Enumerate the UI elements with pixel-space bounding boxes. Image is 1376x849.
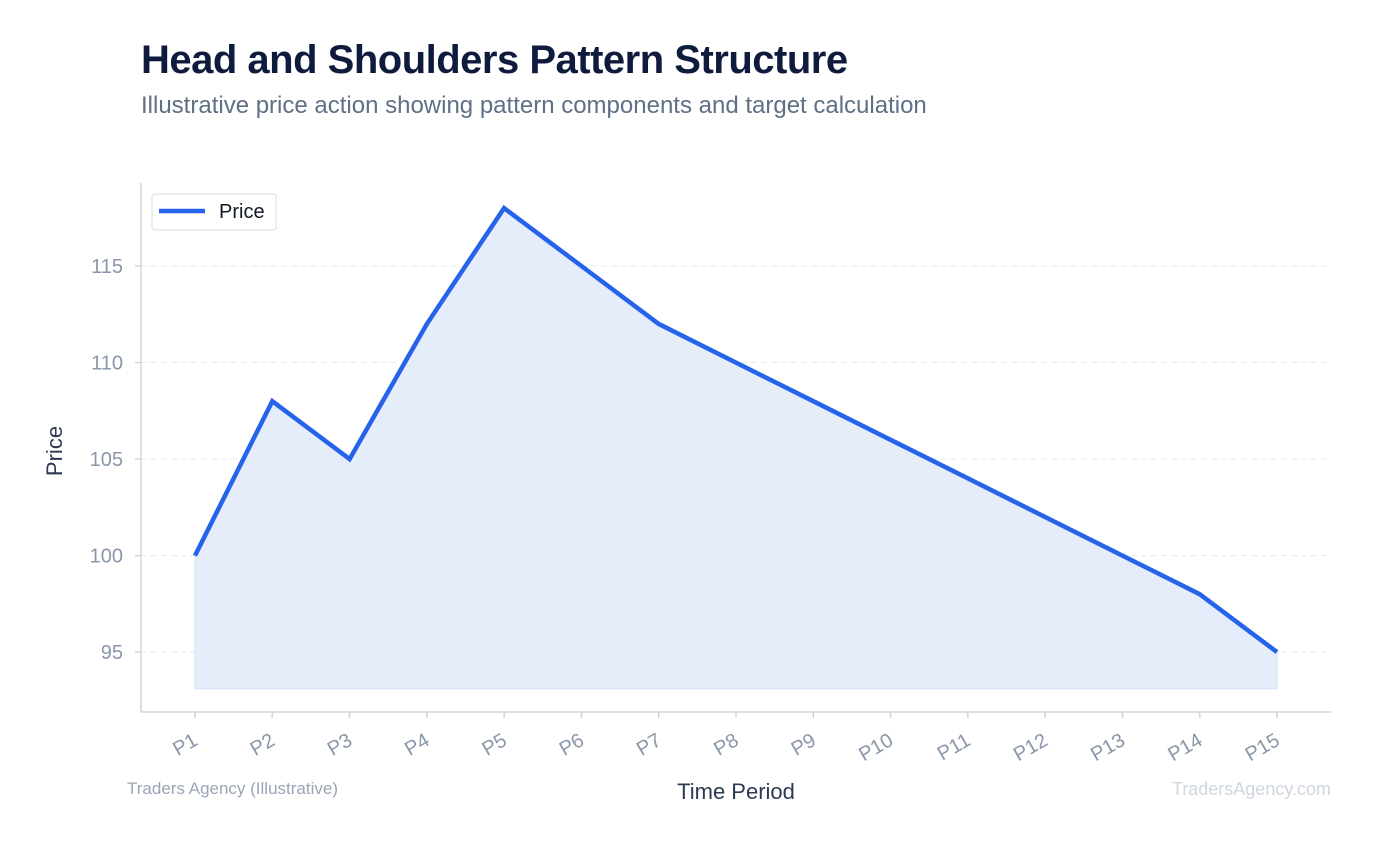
y-tick-label: 100 — [90, 546, 123, 568]
x-tick-label: P2 — [247, 729, 279, 760]
x-tick-label: P15 — [1242, 729, 1284, 766]
x-tick-label: P8 — [710, 729, 742, 760]
x-tick-label: P6 — [556, 729, 588, 760]
y-tick-label: 95 — [101, 642, 123, 664]
legend-label: Price — [219, 201, 265, 223]
legend: Price — [151, 193, 277, 231]
chart-subtitle: Illustrative price action showing patter… — [141, 92, 927, 119]
x-tick-label: P14 — [1164, 729, 1206, 766]
x-tick-label: P11 — [934, 729, 975, 765]
x-axis-title: Time Period — [677, 779, 795, 804]
x-tick-label: P9 — [788, 729, 820, 760]
brand-watermark: TradersAgency.com — [1171, 779, 1331, 799]
y-axis-title: Price — [42, 426, 67, 476]
x-tick-label: P1 — [169, 729, 201, 760]
source-note: Traders Agency (Illustrative) — [127, 779, 338, 798]
y-tick-label: 110 — [91, 353, 123, 375]
y-tick-label: 115 — [91, 256, 123, 278]
x-tick-label: P13 — [1087, 729, 1129, 766]
x-tick-label: P4 — [401, 729, 433, 760]
price-line — [192, 204, 1279, 654]
x-axis-ticks: P1 P2 P3 P4 P5 P6 P7 P8 P9 P10 P11 P12 P13 P14 P15 — [169, 712, 1284, 766]
x-tick-label: P3 — [324, 729, 356, 760]
y-axis-ticks: 95 100 105 110 115 — [90, 256, 141, 664]
x-tick-label: P10 — [855, 729, 897, 766]
x-tick-label: P7 — [633, 729, 665, 760]
legend-box — [151, 193, 277, 231]
y-tick-label: 105 — [90, 449, 123, 471]
x-tick-label: P12 — [1010, 729, 1052, 766]
chart-title: Head and Shoulders Pattern Structure — [141, 38, 848, 82]
x-tick-label: P5 — [478, 729, 510, 760]
